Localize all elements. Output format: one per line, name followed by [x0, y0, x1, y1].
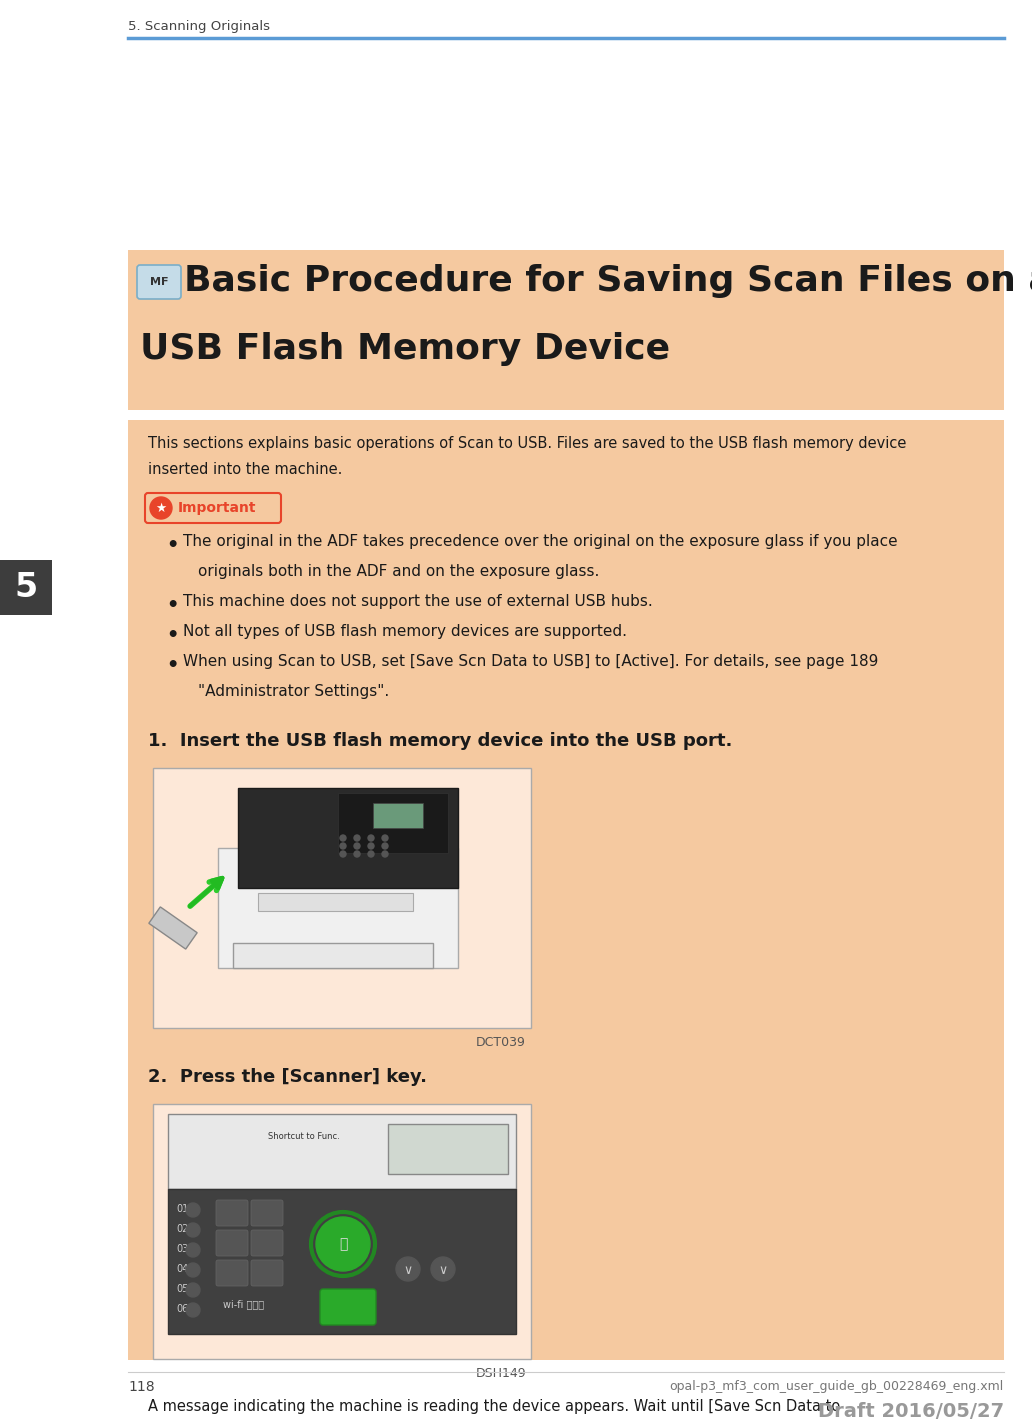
FancyBboxPatch shape — [251, 1199, 283, 1226]
FancyBboxPatch shape — [216, 1260, 248, 1286]
Circle shape — [382, 836, 388, 841]
Text: "Administrator Settings".: "Administrator Settings". — [198, 684, 389, 699]
Circle shape — [186, 1303, 200, 1317]
FancyBboxPatch shape — [373, 803, 423, 828]
Circle shape — [316, 1216, 370, 1270]
Circle shape — [340, 836, 346, 841]
Text: 5: 5 — [14, 571, 37, 604]
Text: ⬛: ⬛ — [338, 1238, 347, 1250]
Text: 1.  Insert the USB flash memory device into the USB port.: 1. Insert the USB flash memory device in… — [148, 732, 733, 750]
Text: DCT039: DCT039 — [476, 1036, 526, 1049]
FancyBboxPatch shape — [128, 421, 1004, 1360]
Text: •: • — [166, 657, 179, 675]
Circle shape — [368, 836, 374, 841]
Text: DSH149: DSH149 — [476, 1367, 526, 1380]
FancyArrowPatch shape — [190, 880, 221, 907]
FancyBboxPatch shape — [218, 848, 458, 968]
FancyBboxPatch shape — [146, 493, 281, 523]
FancyBboxPatch shape — [128, 250, 1004, 411]
Circle shape — [368, 843, 374, 848]
Text: A message indicating the machine is reading the device appears. Wait until [Save: A message indicating the machine is read… — [148, 1400, 840, 1414]
Text: 02: 02 — [176, 1223, 189, 1233]
Text: ∨: ∨ — [439, 1263, 448, 1276]
FancyBboxPatch shape — [251, 1260, 283, 1286]
Circle shape — [186, 1283, 200, 1297]
Text: This machine does not support the use of external USB hubs.: This machine does not support the use of… — [183, 594, 653, 610]
Polygon shape — [149, 907, 197, 949]
Text: 04: 04 — [176, 1265, 188, 1275]
FancyBboxPatch shape — [168, 1114, 516, 1189]
Text: 05: 05 — [176, 1285, 189, 1295]
Circle shape — [186, 1243, 200, 1258]
Circle shape — [186, 1204, 200, 1216]
Circle shape — [150, 497, 172, 519]
Circle shape — [354, 836, 360, 841]
Text: This sections explains basic operations of Scan to USB. Files are saved to the U: This sections explains basic operations … — [148, 436, 906, 450]
Text: 5. Scanning Originals: 5. Scanning Originals — [128, 20, 270, 33]
Text: 03: 03 — [176, 1243, 188, 1253]
Text: USB Flash Memory Device: USB Flash Memory Device — [140, 333, 670, 367]
FancyBboxPatch shape — [388, 1124, 508, 1174]
FancyBboxPatch shape — [168, 1189, 516, 1334]
Circle shape — [431, 1258, 455, 1280]
FancyBboxPatch shape — [320, 1289, 376, 1324]
Circle shape — [354, 851, 360, 857]
Circle shape — [396, 1258, 420, 1280]
Text: When using Scan to USB, set [Save Scn Data to USB] to [Active]. For details, see: When using Scan to USB, set [Save Scn Da… — [183, 654, 878, 669]
FancyBboxPatch shape — [153, 1104, 531, 1358]
FancyBboxPatch shape — [216, 1231, 248, 1256]
FancyBboxPatch shape — [0, 560, 52, 615]
FancyBboxPatch shape — [137, 264, 181, 298]
Text: Important: Important — [178, 502, 257, 514]
Text: MF: MF — [150, 277, 168, 287]
Text: ∨: ∨ — [404, 1263, 413, 1276]
FancyBboxPatch shape — [258, 892, 413, 911]
Text: •: • — [166, 536, 179, 556]
Text: 06: 06 — [176, 1304, 188, 1314]
FancyBboxPatch shape — [153, 767, 531, 1027]
Text: Draft 2016/05/27: Draft 2016/05/27 — [818, 1403, 1004, 1421]
Circle shape — [354, 843, 360, 848]
Circle shape — [186, 1263, 200, 1277]
FancyBboxPatch shape — [251, 1231, 283, 1256]
Text: Basic Procedure for Saving Scan Files on a: Basic Procedure for Saving Scan Files on… — [184, 264, 1032, 298]
Text: originals both in the ADF and on the exposure glass.: originals both in the ADF and on the exp… — [198, 564, 600, 578]
Text: 01: 01 — [176, 1204, 188, 1214]
Text: •: • — [166, 627, 179, 645]
Circle shape — [186, 1223, 200, 1238]
Text: 2.  Press the [Scanner] key.: 2. Press the [Scanner] key. — [148, 1069, 427, 1086]
Circle shape — [382, 851, 388, 857]
Text: •: • — [166, 595, 179, 615]
Circle shape — [382, 843, 388, 848]
FancyBboxPatch shape — [238, 789, 458, 888]
Circle shape — [368, 851, 374, 857]
Text: inserted into the machine.: inserted into the machine. — [148, 462, 343, 477]
Circle shape — [340, 843, 346, 848]
Text: ★: ★ — [156, 502, 166, 514]
Text: 118: 118 — [128, 1380, 155, 1394]
FancyBboxPatch shape — [338, 793, 448, 853]
FancyBboxPatch shape — [233, 944, 433, 968]
Text: wi-fi ⬛⬛⬛: wi-fi ⬛⬛⬛ — [223, 1299, 264, 1309]
Text: Shortcut to Func.: Shortcut to Func. — [268, 1133, 340, 1141]
Text: opal-p3_mf3_com_user_guide_gb_00228469_eng.xml: opal-p3_mf3_com_user_guide_gb_00228469_e… — [670, 1380, 1004, 1393]
FancyBboxPatch shape — [216, 1199, 248, 1226]
Text: The original in the ADF takes precedence over the original on the exposure glass: The original in the ADF takes precedence… — [183, 534, 898, 549]
Text: Not all types of USB flash memory devices are supported.: Not all types of USB flash memory device… — [183, 624, 627, 639]
Circle shape — [340, 851, 346, 857]
